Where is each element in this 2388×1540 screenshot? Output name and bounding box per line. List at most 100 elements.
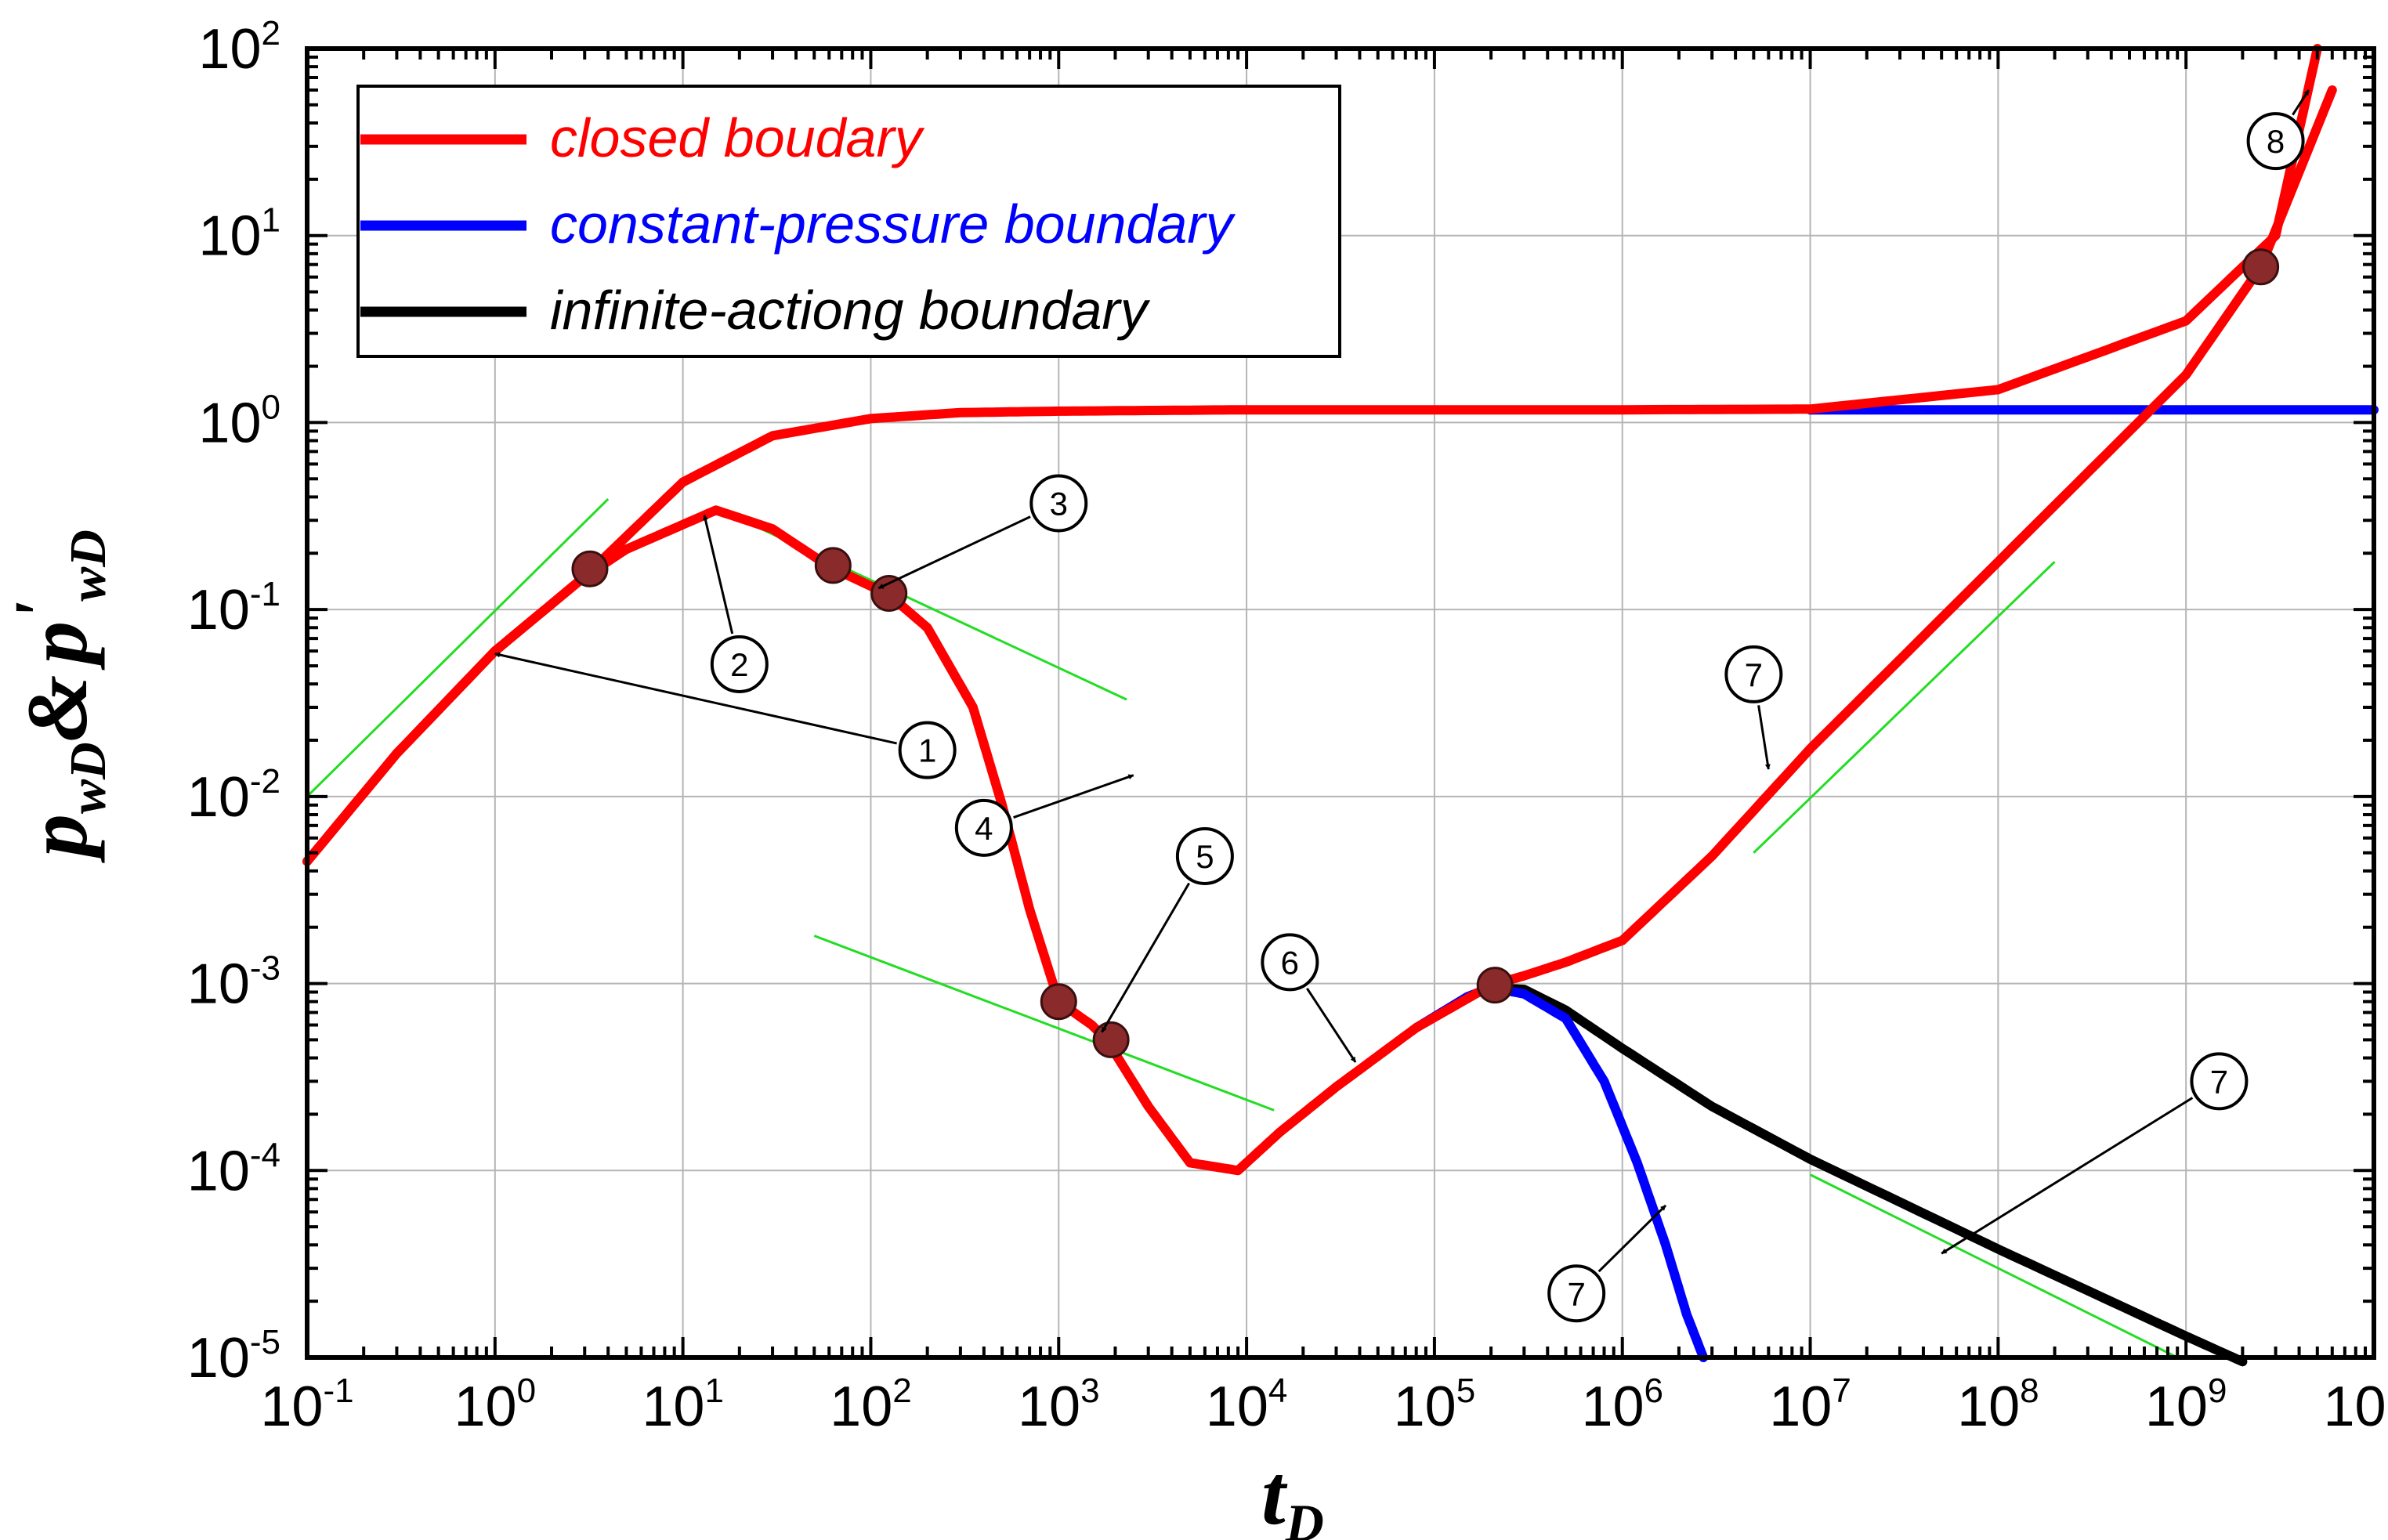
x-tick-label-base: 10 bbox=[642, 1376, 704, 1438]
x-tick-label: 109 bbox=[2145, 1372, 2227, 1438]
annotation-label: 3 bbox=[1050, 486, 1068, 522]
annotation-circle bbox=[954, 798, 1013, 857]
x-tick-label-exponent: 9 bbox=[2208, 1372, 2227, 1410]
legend-label-constant-pressure-boundary: constant-pressure boundary bbox=[550, 193, 1236, 255]
y-tick-label-base: 10 bbox=[187, 766, 250, 829]
y-axis-title-prime: ' bbox=[1, 602, 78, 621]
annotation-circle bbox=[2190, 1052, 2249, 1111]
plot-frame bbox=[305, 46, 2376, 1360]
x-tick-label-exponent: 3 bbox=[1080, 1372, 1099, 1410]
x-tick-label-base: 10 bbox=[1206, 1376, 1268, 1438]
x-tick-label-exponent: 1 bbox=[704, 1372, 723, 1410]
y-axis-title: pwD&p'wD bbox=[1, 530, 117, 863]
x-tick-label: 101 bbox=[642, 1372, 724, 1438]
annotation-arrow bbox=[1013, 774, 1134, 819]
annotation-circle bbox=[1724, 645, 1783, 703]
annotation-circle bbox=[1175, 826, 1234, 885]
y-tick-label: 10-1 bbox=[187, 575, 280, 642]
data-point-marker bbox=[1476, 967, 1514, 1004]
data-point-marker bbox=[1040, 983, 1077, 1021]
x-tick-label: 102 bbox=[830, 1372, 912, 1438]
y-tick-label: 101 bbox=[198, 201, 280, 268]
x-tick-label-exponent: 8 bbox=[2020, 1372, 2039, 1410]
y-tick-label: 102 bbox=[198, 14, 280, 81]
y-tick-label-exponent: -2 bbox=[250, 762, 280, 801]
y-axis-title-amp: & bbox=[9, 675, 105, 743]
annotation-arrow bbox=[1757, 705, 1771, 770]
x-tick-label-base: 10 bbox=[1769, 1376, 1832, 1438]
x-tick-label-base: 10 bbox=[454, 1376, 517, 1438]
x-tick-label: 105 bbox=[1394, 1372, 1476, 1438]
y-tick-label-exponent: 0 bbox=[262, 388, 280, 426]
x-tick-label: 106 bbox=[1581, 1372, 1663, 1438]
x-tick-label-exponent: 6 bbox=[1644, 1372, 1663, 1410]
x-tick-label: 103 bbox=[1018, 1372, 1100, 1438]
legend-label-closed-boudary: closed boudary bbox=[550, 107, 925, 168]
y-tick-label-base: 10 bbox=[187, 579, 250, 642]
reference-line bbox=[306, 497, 610, 797]
y-tick-label-base: 10 bbox=[187, 1140, 250, 1202]
annotation-circle bbox=[1029, 474, 1088, 533]
y-axis-title-sub2: wD bbox=[60, 530, 117, 602]
y-tick-label-exponent: -4 bbox=[250, 1136, 280, 1174]
x-tick-label-base: 10 bbox=[2145, 1376, 2208, 1438]
annotation-circle bbox=[710, 634, 769, 693]
x-tick-label-exponent: 0 bbox=[517, 1372, 536, 1410]
x-tick-label-base: 10 bbox=[260, 1376, 323, 1438]
x-axis-title: tD bbox=[1261, 1447, 1324, 1540]
annotation-circle bbox=[1261, 933, 1319, 992]
reference-line bbox=[1809, 1173, 2178, 1359]
x-tick-label-exponent: 2 bbox=[892, 1372, 911, 1410]
y-tick-label: 100 bbox=[198, 388, 280, 454]
data-point-marker bbox=[814, 547, 852, 584]
data-point-marker bbox=[571, 550, 609, 587]
reference-line bbox=[813, 934, 1275, 1112]
y-tick-label-exponent: -1 bbox=[250, 575, 280, 613]
annotation-label: 7 bbox=[1568, 1275, 1586, 1312]
x-tick-label-base: 10 bbox=[830, 1376, 892, 1438]
y-tick-label-base: 10 bbox=[198, 205, 261, 268]
x-tick-label-exponent: -1 bbox=[323, 1372, 353, 1410]
y-axis-title-sub1: wD bbox=[60, 742, 117, 814]
annotation-arrow bbox=[1941, 1097, 2194, 1255]
x-tick-label-exponent: 5 bbox=[1456, 1372, 1475, 1410]
markers bbox=[571, 248, 2280, 1058]
x-tick-label: 10-1 bbox=[260, 1372, 353, 1438]
annotation-label: 1 bbox=[918, 732, 936, 769]
x-axis-title-base: t bbox=[1261, 1447, 1288, 1540]
annotation-label: 5 bbox=[1196, 838, 1214, 875]
x-tick-label: 104 bbox=[1206, 1372, 1288, 1438]
x-tick-label-base: 10 bbox=[2323, 1376, 2386, 1438]
annotations: 1 2 3 4 5 6 7 7 7 8 bbox=[494, 89, 2310, 1323]
x-tick-label-base: 10 bbox=[1394, 1376, 1456, 1438]
y-tick-label-base: 10 bbox=[187, 953, 250, 1016]
annotation-circle bbox=[1547, 1264, 1606, 1323]
x-tick-label-base: 10 bbox=[1018, 1376, 1080, 1438]
annotation-circle bbox=[898, 721, 957, 779]
x-tick-label-base: 10 bbox=[1957, 1376, 2020, 1438]
legend: closed boudary constant-pressure boundary… bbox=[356, 85, 1341, 358]
x-tick-label: 108 bbox=[1957, 1372, 2039, 1438]
annotation-label: 2 bbox=[730, 646, 748, 683]
annotation-label: 6 bbox=[1281, 944, 1299, 981]
reference-line bbox=[1753, 561, 2056, 854]
y-tick-label-exponent: 2 bbox=[262, 14, 280, 52]
x-tick-label-exponent: 10 bbox=[2386, 1372, 2388, 1410]
legend-label-infinite-actiong-boundary: infinite-actiong boundary bbox=[550, 280, 1151, 341]
x-tick-label-exponent: 7 bbox=[1832, 1372, 1851, 1410]
annotation-label: 7 bbox=[2210, 1063, 2228, 1100]
x-tick-label-exponent: 4 bbox=[1268, 1372, 1287, 1410]
x-axis-title-subscript: D bbox=[1285, 1493, 1324, 1540]
y-tick-label-exponent: -3 bbox=[250, 949, 280, 988]
series-line-infinite-actiong-boundary bbox=[1486, 982, 2248, 1367]
annotation-arrow bbox=[1101, 882, 1190, 1033]
data-point-marker bbox=[870, 575, 908, 613]
y-tick-label: 10-3 bbox=[187, 949, 280, 1016]
annotation-arrow bbox=[703, 514, 734, 634]
x-tick-label: 100 bbox=[454, 1372, 537, 1438]
ticks: 10-1100101102103104105106107108109101010… bbox=[187, 14, 2388, 1438]
y-tick-label-exponent: -5 bbox=[250, 1323, 280, 1361]
data-point-marker bbox=[2242, 248, 2280, 286]
y-tick-label: 10-2 bbox=[187, 762, 280, 829]
